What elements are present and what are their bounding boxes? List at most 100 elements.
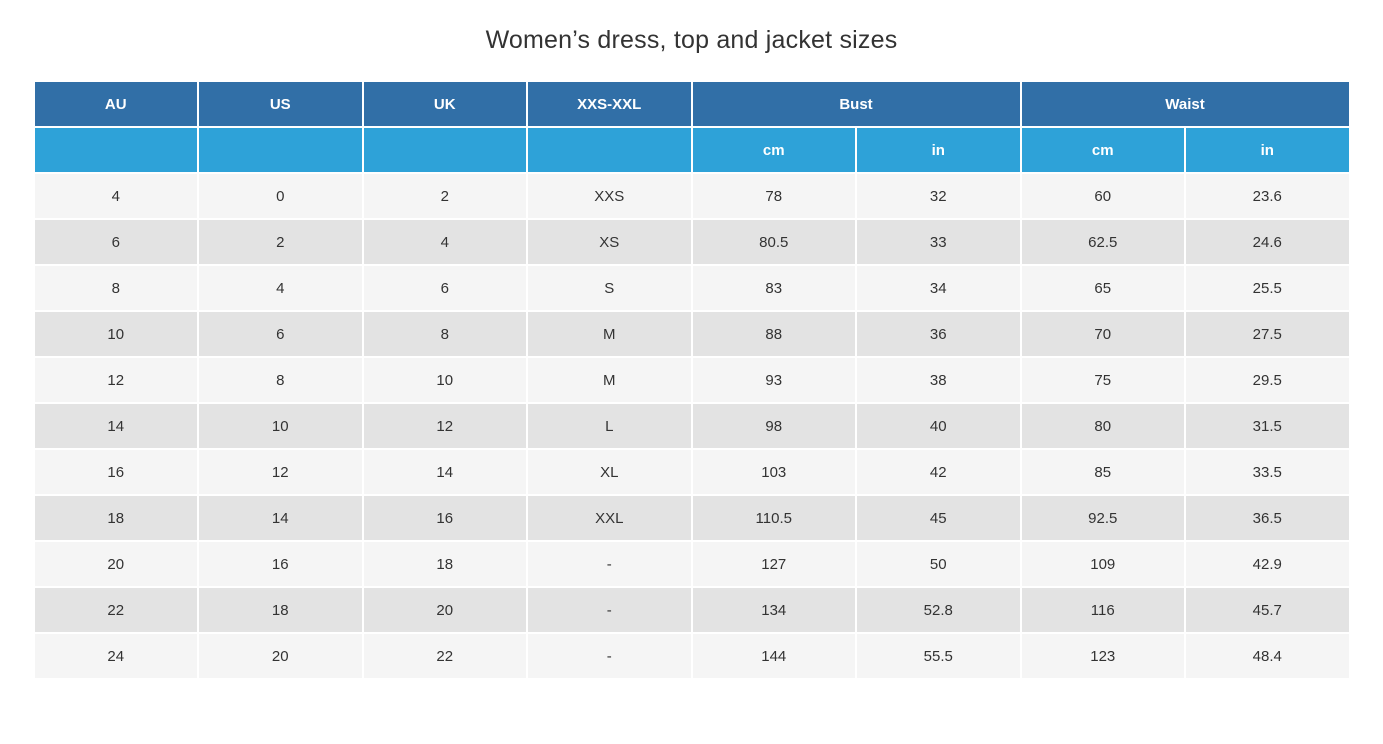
table-cell: 33 [857, 220, 1020, 264]
table-cell: 20 [199, 634, 362, 678]
table-cell: 6 [199, 312, 362, 356]
table-cell: 42 [857, 450, 1020, 494]
table-row: 14 10 12 L 98 40 80 31.5 [34, 404, 1349, 448]
table-cell: 14 [34, 404, 197, 448]
table-cell: 93 [692, 358, 855, 402]
table-cell: 65 [1021, 266, 1184, 310]
table-cell: 36 [857, 312, 1020, 356]
table-cell: 12 [199, 450, 362, 494]
table-cell: XXL [528, 496, 691, 540]
table-row: 4 0 2 XXS 78 32 60 23.6 [34, 174, 1349, 218]
table-cell: L [528, 404, 691, 448]
table-cell: 2 [363, 174, 526, 218]
table-cell: 22 [363, 634, 526, 678]
unit-header-xxs-xxl-empty [528, 128, 691, 172]
table-cell: XL [528, 450, 691, 494]
table-cell: M [528, 312, 691, 356]
table-cell: 62.5 [1021, 220, 1184, 264]
table-row: 18 14 16 XXL 110.5 45 92.5 36.5 [34, 496, 1349, 540]
page-title: Women’s dress, top and jacket sizes [485, 26, 898, 54]
table-cell: 16 [199, 542, 362, 586]
table-cell: 78 [692, 174, 855, 218]
table-cell: 38 [857, 358, 1020, 402]
table-row: 12 8 10 M 93 38 75 29.5 [34, 358, 1349, 402]
table-cell: 109 [1021, 542, 1184, 586]
table-cell: 75 [1021, 358, 1184, 402]
table-cell: 85 [1021, 450, 1184, 494]
table-cell: 40 [857, 404, 1020, 448]
header-au: AU [34, 82, 197, 126]
table-cell: 31.5 [1186, 404, 1349, 448]
unit-header-uk-empty [363, 128, 526, 172]
table-row: 16 12 14 XL 103 42 85 33.5 [34, 450, 1349, 494]
table-cell: XXS [528, 174, 691, 218]
table-cell: 24 [34, 634, 197, 678]
header-us: US [199, 82, 362, 126]
table-cell: 33.5 [1186, 450, 1349, 494]
header-xxs-xxl: XXS-XXL [528, 82, 691, 126]
table-row: 22 18 20-134 52.8 116 45.7 [34, 588, 1349, 632]
table-cell: S [528, 266, 691, 310]
table-cell: 92.5 [1021, 496, 1184, 540]
unit-header-bust-cm: cm [692, 128, 855, 172]
table-cell: 83 [692, 266, 855, 310]
table-cell: 4 [199, 266, 362, 310]
table-cell: - [528, 542, 691, 586]
table-cell: 27.5 [1186, 312, 1349, 356]
table-row: 8 4 6 S 83 34 65 25.5 [34, 266, 1349, 310]
table-cell: M [528, 358, 691, 402]
table-cell: 25.5 [1186, 266, 1349, 310]
table-cell: - [528, 634, 691, 678]
table-cell: 88 [692, 312, 855, 356]
header-waist: Waist [1021, 82, 1349, 126]
table-cell: 8 [199, 358, 362, 402]
table-cell: 116 [1021, 588, 1184, 632]
table-cell: 20 [34, 542, 197, 586]
table-row: 10 6 8 M 88 36 70 27.5 [34, 312, 1349, 356]
table-cell: 98 [692, 404, 855, 448]
unit-header-row: cm in cm in [34, 128, 1349, 172]
table-cell: 70 [1021, 312, 1184, 356]
table-cell: 4 [34, 174, 197, 218]
table-cell: 16 [34, 450, 197, 494]
table-cell: 34 [857, 266, 1020, 310]
table-cell: 8 [34, 266, 197, 310]
table-cell: 0 [199, 174, 362, 218]
table-cell: 127 [692, 542, 855, 586]
table-cell: - [528, 588, 691, 632]
table-cell: 48.4 [1186, 634, 1349, 678]
table-cell: 22 [34, 588, 197, 632]
table-cell: 10 [199, 404, 362, 448]
table-cell: 80 [1021, 404, 1184, 448]
table-cell: 134 [692, 588, 855, 632]
table-cell: 45 [857, 496, 1020, 540]
table-cell: 10 [34, 312, 197, 356]
table-cell: 50 [857, 542, 1020, 586]
table-cell: 45.7 [1186, 588, 1349, 632]
table-cell: 55.5 [857, 634, 1020, 678]
unit-header-au-empty [34, 128, 197, 172]
table-cell: 36.5 [1186, 496, 1349, 540]
table-cell: 80.5 [692, 220, 855, 264]
table-cell: 52.8 [857, 588, 1020, 632]
table-cell: 29.5 [1186, 358, 1349, 402]
table-row: 6 2 4 XS 80.5 33 62.5 24.6 [34, 220, 1349, 264]
size-table-header: AU US UK XXS-XXL Bust Waist cm in cm in [34, 82, 1349, 172]
table-cell: 42.9 [1186, 542, 1349, 586]
size-table-body: 4 0 2 XXS 78 32 60 23.6 6 2 4 XS 80.5 33 62.5 24.6 8 4 6 S 8… [34, 174, 1349, 678]
table-cell: 18 [363, 542, 526, 586]
table-row: 20 16 18-127 50 109 42.9 [34, 542, 1349, 586]
table-cell: 103 [692, 450, 855, 494]
size-table: AU US UK XXS-XXL Bust Waist cm in cm in … [33, 80, 1351, 680]
table-cell: 110.5 [692, 496, 855, 540]
table-cell: 60 [1021, 174, 1184, 218]
table-cell: 123 [1021, 634, 1184, 678]
table-cell: 8 [363, 312, 526, 356]
table-cell: 23.6 [1186, 174, 1349, 218]
table-cell: 10 [363, 358, 526, 402]
table-cell: 18 [199, 588, 362, 632]
table-row: 24 20 22-144 55.5 123 48.4 [34, 634, 1349, 678]
unit-header-us-empty [199, 128, 362, 172]
table-cell: 14 [199, 496, 362, 540]
table-cell: XS [528, 220, 691, 264]
